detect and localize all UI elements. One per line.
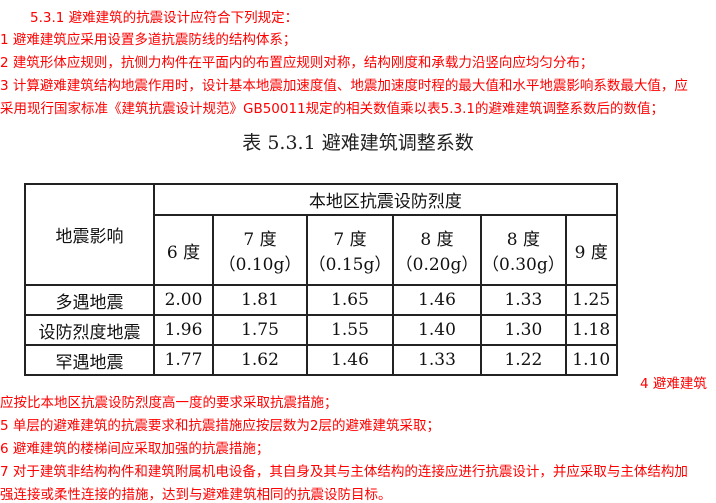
table-cell: 1.65	[306, 284, 394, 316]
column-header: 7 度 （0.15g）	[306, 214, 394, 286]
column-header-line: （0.10g）	[218, 255, 302, 275]
clause-6: 6 避难建筑的楼梯间应采取加强的抗震措施；	[0, 441, 270, 457]
table-cell: 1.55	[306, 314, 394, 346]
table-cell: 1.33	[480, 284, 567, 316]
clause-7: 7 对于建筑非结构构件和建筑附属机电设备，其自身及其与主体结构的连接应进行抗震设…	[0, 464, 688, 480]
column-header-line: （0.15g）	[308, 255, 392, 275]
table-cell: 1.25	[564, 284, 618, 316]
clause-3-cont: 采用现行国家标准《建筑抗震设计规范》GB50011规定的相关数值乘以表5.3.1…	[0, 101, 665, 117]
row-header: 地震影响	[24, 183, 155, 286]
table-cell: 1.75	[212, 314, 308, 346]
column-header: 9 度	[564, 214, 618, 286]
clause-4: 4 避难建筑	[640, 376, 707, 392]
table-cell: 1.22	[480, 344, 567, 376]
column-header-line: （0.30g）	[482, 255, 565, 275]
table-cell: 1.77	[153, 344, 214, 376]
column-header-line: 9 度	[574, 242, 608, 263]
column-header-line: 7 度	[333, 230, 367, 250]
table-cell: 1.96	[153, 314, 214, 346]
column-header-line: 8 度	[506, 230, 540, 250]
table-cell: 1.81	[212, 284, 308, 316]
table-cell: 1.18	[564, 314, 618, 346]
table-row: 设防烈度地震 1.96 1.75 1.55 1.40 1.30 1.18	[24, 314, 618, 346]
column-header: 6 度	[153, 214, 214, 286]
column-header-line: 8 度	[420, 230, 454, 250]
group-header: 本地区抗震设防烈度	[153, 183, 618, 216]
table-row: 罕遇地震 1.77 1.62 1.46 1.33 1.22 1.10	[24, 344, 618, 376]
table-cell: 1.46	[392, 284, 482, 316]
table-cell: 2.00	[153, 284, 214, 316]
table-cell: 1.40	[392, 314, 482, 346]
table-caption: 表 5.3.1 避难建筑调整系数	[242, 132, 474, 154]
row-label: 多遇地震	[24, 284, 155, 316]
table-cell: 1.46	[306, 344, 394, 376]
column-header-line: 7 度	[243, 230, 277, 250]
column-header-line: （0.20g）	[395, 255, 479, 275]
clause-2: 2 建筑形体应规则，抗侧力构件在平面内的布置应规则对称，结构刚度和承载力沿竖向应…	[0, 55, 594, 71]
column-header: 8 度 （0.30g）	[480, 214, 567, 286]
clause-5: 5 单层的避难建筑的抗震要求和抗震措施应按层数为2层的避难建筑采取；	[0, 418, 440, 434]
clause-3: 3 计算避难建筑结构地震作用时，设计基本地震加速度值、地震加速度时程的最大值和水…	[0, 78, 688, 94]
row-label: 设防烈度地震	[24, 314, 155, 346]
table-cell: 1.62	[212, 344, 308, 376]
clause-7-cont: 强连接或柔性连接的措施，达到与避难建筑相同的抗震设防目标。	[0, 487, 392, 503]
column-header: 8 度 （0.20g）	[392, 214, 482, 286]
clause-title: 5.3.1 避难建筑的抗震设计应符合下列规定：	[30, 10, 299, 26]
clause-1: 1 避难建筑应采用设置多道抗震防线的结构体系；	[0, 32, 297, 48]
column-header: 7 度 （0.10g）	[212, 214, 308, 286]
table-cell: 1.10	[564, 344, 618, 376]
table-row: 多遇地震 2.00 1.81 1.65 1.46 1.33 1.25	[24, 284, 618, 316]
column-header-line: 6 度	[166, 242, 201, 263]
table-cell: 1.30	[480, 314, 567, 346]
table-cell: 1.33	[392, 344, 482, 376]
row-label: 罕遇地震	[24, 344, 155, 376]
clause-4-cont: 应按比本地区抗震设防烈度高一度的要求采取抗震措施；	[0, 395, 338, 411]
